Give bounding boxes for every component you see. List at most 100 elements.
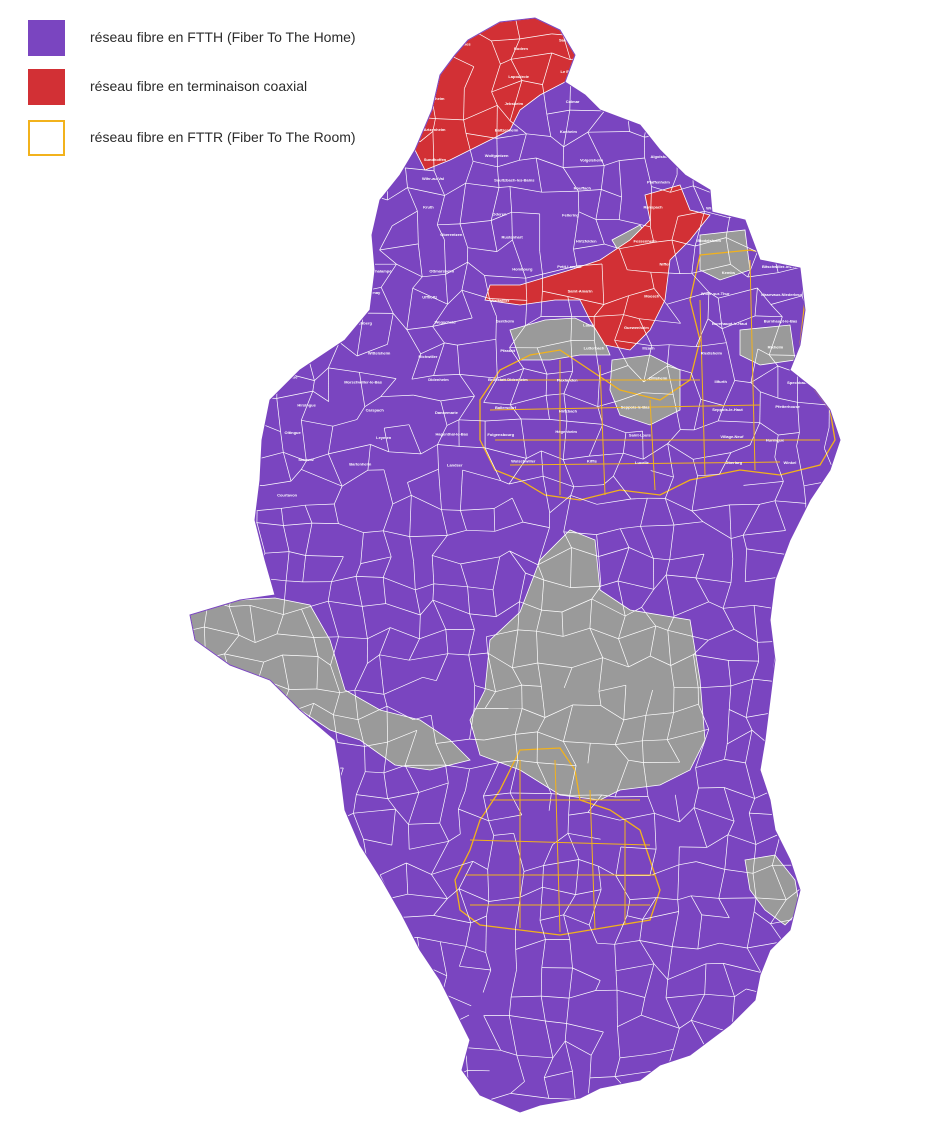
commune-boundary-line	[669, 524, 675, 560]
commune-boundary-line	[539, 887, 543, 921]
commune-boundary-line	[275, 188, 278, 214]
commune-boundary-line	[198, 339, 201, 366]
commune-boundary-line	[172, 62, 179, 95]
commune-boundary-line	[470, 18, 474, 31]
commune-boundary-line	[697, 942, 720, 950]
commune-boundary-line	[230, 106, 255, 109]
commune-boundary-line	[653, 557, 670, 561]
commune-boundary-line	[594, 340, 600, 376]
commune-boundary-line	[447, 18, 450, 38]
commune-boundary-line	[357, 215, 368, 238]
commune-boundary-line	[669, 2, 691, 15]
commune-boundary-line	[431, 555, 435, 584]
commune-boundary-line	[190, 144, 206, 148]
commune-boundary-line	[254, 107, 266, 143]
commune-boundary-line	[259, 784, 283, 787]
commune-label: Dolleren	[296, 325, 313, 330]
commune-boundary-line	[823, 965, 833, 1007]
commune-boundary-line	[465, 1047, 501, 1051]
commune-label: Guebwiller	[788, 176, 809, 181]
commune-boundary-line	[515, 731, 538, 735]
commune-boundary-line	[199, 572, 238, 577]
commune-boundary-line	[695, 729, 710, 768]
commune-boundary-line	[734, 988, 747, 997]
commune-boundary-line	[409, 653, 448, 661]
commune-boundary-line	[277, 338, 304, 346]
commune-boundary-line	[782, 941, 798, 954]
commune-boundary-line	[832, 122, 838, 145]
commune-boundary-line	[417, 1021, 423, 1058]
commune-boundary-line	[728, 660, 759, 662]
commune-boundary-line	[649, 226, 655, 243]
commune-boundary-line	[519, 157, 537, 161]
commune-boundary-line	[226, 341, 236, 375]
commune-boundary-line	[190, 320, 202, 329]
commune-boundary-line	[746, 947, 762, 973]
commune-boundary-line	[509, 760, 519, 794]
commune-boundary-line	[804, 221, 824, 227]
commune-boundary-line	[301, 469, 343, 487]
commune-boundary-line	[190, 211, 214, 215]
commune-boundary-line	[753, 605, 758, 643]
commune-boundary-line	[190, 59, 198, 63]
commune-boundary-line	[207, 163, 235, 166]
commune-boundary-line	[250, 942, 283, 950]
commune-boundary-line	[597, 942, 615, 945]
commune-boundary-line	[417, 1042, 445, 1058]
commune-boundary-line	[823, 1083, 834, 1106]
commune-label: Roggenhouse	[768, 236, 795, 241]
legend-item-coaxial: réseau fibre en terminaison coaxial	[28, 69, 508, 107]
commune-boundary-line	[546, 109, 570, 115]
commune-boundary-line	[773, 138, 779, 172]
commune-boundary-line	[597, 375, 600, 407]
commune-boundary-line	[614, 339, 652, 347]
commune-boundary-line	[670, 1097, 701, 1100]
commune-boundary-line	[240, 140, 266, 143]
commune-boundary-line	[249, 605, 256, 643]
commune-boundary-line	[228, 712, 231, 730]
commune-boundary-line	[692, 78, 728, 83]
commune-boundary-line	[780, 194, 804, 201]
commune-boundary-line	[572, 704, 602, 707]
commune-boundary-line	[190, 736, 204, 747]
commune-boundary-line	[486, 901, 490, 917]
commune-boundary-line	[640, 997, 646, 1016]
commune-boundary-line	[327, 115, 357, 120]
fttr-boundary-line	[589, 789, 596, 931]
commune-label: Volgelsheim	[580, 158, 604, 163]
commune-boundary-line	[702, 521, 732, 539]
legend-swatch-coaxial	[28, 69, 65, 105]
commune-boundary-line	[223, 266, 256, 268]
fttr-boundary-line	[699, 299, 706, 476]
commune-label: Oberlarg	[725, 460, 742, 465]
commune-boundary-line	[173, 305, 188, 322]
commune-boundary-line	[469, 762, 499, 770]
commune-boundary-line	[706, 834, 729, 848]
commune-boundary-line	[486, 629, 518, 638]
commune-boundary-line	[675, 60, 696, 65]
commune-label: Kirchberg	[353, 321, 372, 326]
commune-boundary-line	[619, 248, 628, 270]
commune-boundary-line	[173, 11, 180, 31]
commune-boundary-line	[770, 304, 783, 317]
commune-boundary-line	[522, 521, 550, 528]
commune-label: Jebsheim	[505, 101, 524, 106]
commune-boundary-line	[463, 104, 498, 121]
commune-boundary-line	[603, 295, 629, 305]
commune-boundary-line	[415, 583, 434, 591]
commune-boundary-line	[774, 500, 786, 531]
commune-boundary-line	[619, 812, 655, 821]
commune-boundary-line	[355, 887, 359, 917]
commune-boundary-line	[382, 995, 384, 1022]
commune-boundary-line	[231, 304, 236, 316]
commune-boundary-line	[365, 771, 384, 774]
commune-boundary-line	[691, 264, 731, 274]
commune-label: Huningue	[766, 438, 785, 443]
commune-boundary-line	[488, 896, 521, 902]
commune-boundary-line	[328, 992, 342, 1018]
commune-boundary-line	[624, 2, 656, 13]
commune-boundary-line	[198, 970, 207, 1006]
commune-label: Lutterbach	[584, 345, 605, 350]
commune-label: Algolsheim	[651, 154, 673, 159]
commune-label: Burnhaupt-le-Bas	[764, 319, 798, 324]
